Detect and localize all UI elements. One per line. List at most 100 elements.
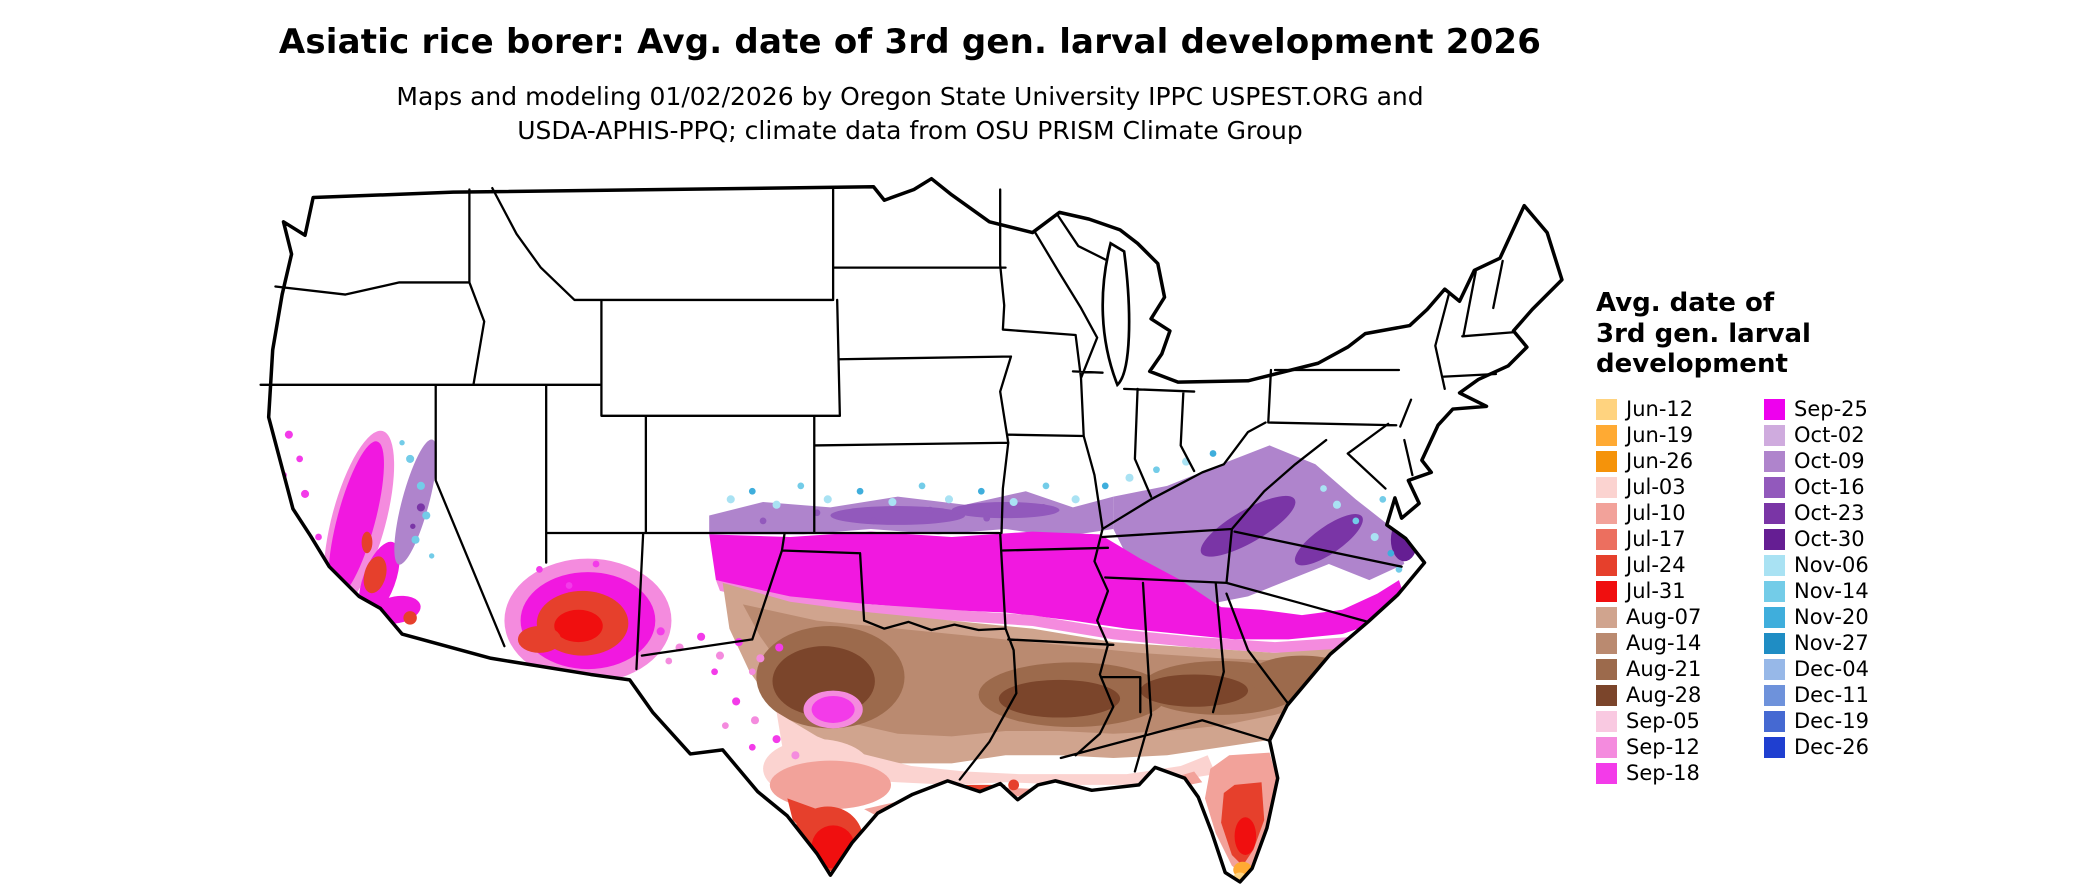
- legend-row: Nov-20: [1764, 604, 1932, 630]
- legend-row: Aug-07: [1596, 604, 1764, 630]
- legend-swatch: [1596, 398, 1617, 420]
- region-august-darkest: [998, 679, 1121, 718]
- legend-label: Oct-23: [1794, 501, 1865, 526]
- region-october-mid: [951, 502, 1060, 519]
- legend-label: Aug-07: [1626, 605, 1702, 630]
- legend-label: Jul-31: [1626, 579, 1686, 604]
- legend-label: Jun-26: [1626, 449, 1694, 474]
- legend-title: Avg. date of 3rd gen. larval development: [1596, 288, 1936, 380]
- region-july-palepink: [776, 712, 1216, 785]
- legend-row: Sep-25: [1764, 396, 1932, 422]
- legend-label: Oct-09: [1794, 449, 1865, 474]
- legend-label: Jun-12: [1626, 397, 1694, 422]
- legend-title-line-3: development: [1596, 349, 1788, 380]
- legend-row: Dec-26: [1764, 734, 1932, 760]
- legend-label: Jun-19: [1626, 423, 1694, 448]
- region-november-speckles: [726, 450, 1403, 573]
- region-nevada-utah-speckles: [536, 560, 600, 589]
- region-sierra-blue-speckles: [399, 440, 435, 559]
- legend-label: Sep-18: [1626, 761, 1700, 786]
- legend-swatch: [1764, 476, 1785, 498]
- region-california-magenta: [328, 441, 384, 598]
- legend-label: Aug-14: [1626, 631, 1702, 656]
- legend-row: Aug-14: [1596, 630, 1764, 656]
- legend-swatch: [1596, 554, 1617, 576]
- legend-label: Nov-14: [1794, 579, 1869, 604]
- legend-row: Sep-12: [1596, 734, 1764, 760]
- region-arizona-west-red: [517, 625, 561, 653]
- us-map: [259, 176, 1564, 884]
- legend-row: Oct-30: [1764, 526, 1932, 552]
- legend-swatch: [1764, 424, 1785, 446]
- legend-swatch: [1764, 554, 1785, 576]
- legend-row: Nov-14: [1764, 578, 1932, 604]
- legend-title-line-2: 3rd gen. larval: [1596, 318, 1811, 349]
- legend-swatch: [1764, 658, 1785, 680]
- legend-label: Jul-10: [1626, 501, 1686, 526]
- map-container: [250, 176, 1586, 890]
- legend-row: Oct-23: [1764, 500, 1932, 526]
- legend-row: Jun-26: [1596, 448, 1764, 474]
- legend-label: Aug-21: [1626, 657, 1702, 682]
- region-october-dark: [1294, 514, 1363, 566]
- legend-label: Nov-20: [1794, 605, 1869, 630]
- legend-swatch: [1596, 710, 1617, 732]
- legend-row: Oct-02: [1764, 422, 1932, 448]
- legend-swatch: [1596, 424, 1617, 446]
- legend-title-line-1: Avg. date of: [1596, 288, 1775, 318]
- legend-swatch: [1596, 632, 1617, 654]
- legend-label: Dec-26: [1794, 735, 1869, 760]
- legend-column-1: Jun-12 Jun-19 Jun-26 Jul-03 Jul-10 Jul-17 Jul-…: [1596, 396, 1764, 786]
- legend-swatch: [1596, 476, 1617, 498]
- legend-swatch: [1764, 736, 1785, 758]
- region-socal-red: [403, 611, 417, 625]
- legend-row: Jul-31: [1596, 578, 1764, 604]
- region-arizona-brightred: [554, 609, 603, 643]
- legend-row: Dec-04: [1764, 656, 1932, 682]
- legend-row: Jul-17: [1596, 526, 1764, 552]
- region-october-mid: [830, 506, 966, 525]
- region-delta-red: [1008, 779, 1020, 791]
- region-august-dark: [1248, 655, 1356, 699]
- legend-row: Sep-05: [1596, 708, 1764, 734]
- legend-swatch: [1596, 684, 1617, 706]
- lake-michigan: [1101, 241, 1131, 388]
- legend-swatch: [1764, 580, 1785, 602]
- legend-row: Jun-19: [1596, 422, 1764, 448]
- legend-swatch: [1764, 606, 1785, 628]
- legend-label: Sep-25: [1794, 397, 1868, 422]
- region-sierra-purple: [394, 439, 437, 565]
- legend-swatch: [1764, 450, 1785, 472]
- legend-label: Dec-11: [1794, 683, 1869, 708]
- region-california-red: [363, 556, 387, 594]
- legend-row: Dec-19: [1764, 708, 1932, 734]
- legend-row: Jun-12: [1596, 396, 1764, 422]
- subtitle-line-2: USDA-APHIS-PPQ; climate data from OSU PR…: [517, 116, 1303, 145]
- legend-swatch: [1596, 502, 1617, 524]
- legend-row: Aug-28: [1596, 682, 1764, 708]
- legend-row: Oct-16: [1764, 474, 1932, 500]
- region-september-pink: [715, 580, 1405, 653]
- legend-row: Oct-09: [1764, 448, 1932, 474]
- legend-row: Nov-06: [1764, 552, 1932, 578]
- legend-row: Jul-03: [1596, 474, 1764, 500]
- legend-row: Aug-21: [1596, 656, 1764, 682]
- region-july-salmon: [769, 760, 892, 810]
- legend-columns: Jun-12 Jun-19 Jun-26 Jul-03 Jul-10 Jul-17 Jul-…: [1596, 396, 1936, 786]
- legend-swatch: [1764, 502, 1785, 524]
- legend-label: Dec-04: [1794, 657, 1869, 682]
- legend-label: Oct-16: [1794, 475, 1865, 500]
- legend-swatch: [1764, 528, 1785, 550]
- legend-label: Aug-28: [1626, 683, 1702, 708]
- legend-label: Nov-06: [1794, 553, 1869, 578]
- region-september-magenta: [709, 531, 1405, 640]
- legend: Avg. date of 3rd gen. larval development…: [1596, 288, 1936, 786]
- legend-label: Oct-30: [1794, 527, 1865, 552]
- region-august-darkest: [1140, 674, 1249, 707]
- legend-swatch: [1596, 450, 1617, 472]
- legend-label: Dec-19: [1794, 709, 1869, 734]
- legend-label: Nov-27: [1794, 631, 1869, 656]
- legend-row: Nov-27: [1764, 630, 1932, 656]
- region-october-speckles: [759, 504, 1047, 525]
